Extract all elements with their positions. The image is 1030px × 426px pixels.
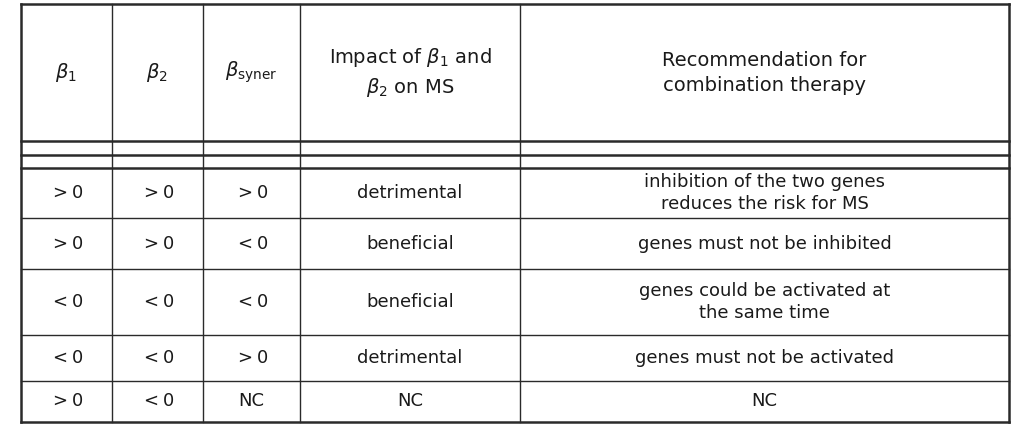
Text: $\beta_{\mathrm{syner}}$: $\beta_{\mathrm{syner}}$ [225,60,277,86]
Text: $\beta_2$: $\beta_2$ [146,61,168,84]
Text: $< 0$: $< 0$ [140,293,174,311]
Text: Recommendation for
combination therapy: Recommendation for combination therapy [662,51,867,95]
Text: $\beta_1$: $\beta_1$ [56,61,77,84]
Text: $> 0$: $> 0$ [140,235,174,253]
Text: detrimental: detrimental [357,184,462,202]
Text: $< 0$: $< 0$ [140,349,174,367]
Text: beneficial: beneficial [367,235,454,253]
Text: $> 0$: $> 0$ [49,235,83,253]
Text: NC: NC [398,392,423,410]
Text: $< 0$: $< 0$ [234,235,268,253]
Text: genes must not be inhibited: genes must not be inhibited [638,235,892,253]
Text: $> 0$: $> 0$ [234,184,268,202]
Text: $> 0$: $> 0$ [140,184,174,202]
Text: $> 0$: $> 0$ [49,184,83,202]
Text: $> 0$: $> 0$ [234,349,268,367]
Text: NC: NC [238,392,264,410]
Text: $< 0$: $< 0$ [140,392,174,410]
Text: Impact of $\beta_1$ and
$\beta_2$ on MS: Impact of $\beta_1$ and $\beta_2$ on MS [329,46,491,99]
Text: inhibition of the two genes
reduces the risk for MS: inhibition of the two genes reduces the … [644,173,885,213]
Text: $< 0$: $< 0$ [49,349,83,367]
Text: NC: NC [752,392,778,410]
Text: detrimental: detrimental [357,349,462,367]
Text: $< 0$: $< 0$ [49,293,83,311]
Text: genes could be activated at
the same time: genes could be activated at the same tim… [639,282,890,322]
Text: $> 0$: $> 0$ [49,392,83,410]
Text: beneficial: beneficial [367,293,454,311]
Text: $< 0$: $< 0$ [234,293,268,311]
Text: genes must not be activated: genes must not be activated [636,349,894,367]
